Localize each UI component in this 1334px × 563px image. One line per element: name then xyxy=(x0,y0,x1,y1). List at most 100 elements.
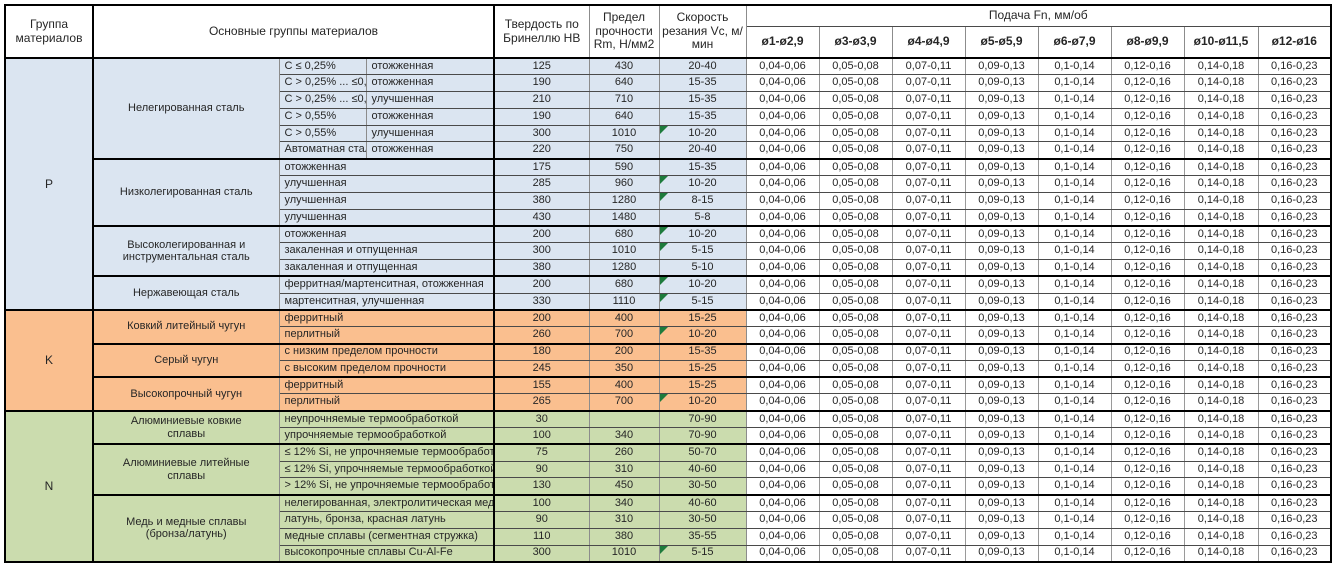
feed-value: 0,12-0,16 xyxy=(1110,493,1185,513)
feed-value: 0,07-0,11 xyxy=(891,224,966,244)
table-row: ≤ 12% Si, упрочняемые термообработкой 90 3… xyxy=(5,460,1332,479)
material-description: мартенситная, улучшенная xyxy=(278,292,495,311)
feed-value: 0,04-0,06 xyxy=(745,292,820,311)
vc-cell: 40-60 xyxy=(658,460,747,479)
rm-value: 1010 xyxy=(588,242,660,261)
material-block-name: Высокопрочный чугун xyxy=(92,376,280,412)
feed-value: 0,16-0,23 xyxy=(1257,477,1332,496)
vc-cell: 10-20 xyxy=(658,393,747,412)
feed-value: 0,05-0,08 xyxy=(818,443,893,462)
rm-value: 450 xyxy=(588,477,660,496)
feed-value: 0,04-0,06 xyxy=(745,544,820,563)
rm-value: 310 xyxy=(588,511,660,529)
vc-value: 30-50 xyxy=(688,513,717,526)
cutting-parameters-table: Группа материалов Основные группы матери… xyxy=(4,4,1333,563)
feed-value: 0,07-0,11 xyxy=(891,175,966,193)
vc-cell: 5-15 xyxy=(658,242,747,261)
feed-value: 0,12-0,16 xyxy=(1110,342,1185,361)
feed-value: 0,07-0,11 xyxy=(891,544,966,563)
feed-value: 0,07-0,11 xyxy=(891,443,966,462)
feed-value: 0,09-0,13 xyxy=(964,57,1039,76)
feed-value: 0,1-0,14 xyxy=(1037,493,1112,513)
table-row: Алюминиевые литейные сплавы ≤ 12% Si, не … xyxy=(5,443,1332,496)
material-block-name: Алюминиевые литейные сплавы xyxy=(92,443,280,496)
table-row: C > 0,55% улучшенная 300 1010 10-20 0,04-0,06… xyxy=(5,124,1332,143)
hb-value: 245 xyxy=(493,359,590,378)
feed-value: 0,16-0,23 xyxy=(1257,359,1332,378)
vc-value: 10-20 xyxy=(688,177,717,190)
feed-value: 0,09-0,13 xyxy=(964,141,1039,160)
feed-value: 0,16-0,23 xyxy=(1257,544,1332,563)
feed-value: 0,1-0,14 xyxy=(1037,460,1112,479)
feed-value: 0,14-0,18 xyxy=(1183,376,1259,395)
vc-cell: 30-50 xyxy=(658,477,747,496)
feed-value: 0,16-0,23 xyxy=(1257,511,1332,529)
feed-value: 0,12-0,16 xyxy=(1110,208,1185,227)
feed-value: 0,1-0,14 xyxy=(1037,393,1112,412)
table-row: латунь, бронза, красная латунь 90 310 30-50… xyxy=(5,511,1332,529)
col-header-diameter-5: ø6-ø7,9 xyxy=(1037,25,1112,59)
error-indicator-icon xyxy=(660,546,668,554)
table-row: Нержавеющая сталь ферритная/мартенситная,… xyxy=(5,275,1332,311)
material-description: перлитный xyxy=(278,326,495,345)
feed-value: 0,16-0,23 xyxy=(1257,342,1332,361)
hb-value: 100 xyxy=(493,427,590,445)
feed-value: 0,04-0,06 xyxy=(745,175,820,193)
feed-value: 0,05-0,08 xyxy=(818,242,893,261)
col-header-brinell-hardness: Твердость по Бринеллю HB xyxy=(493,4,590,59)
feed-value: 0,16-0,23 xyxy=(1257,57,1332,76)
hb-value: 220 xyxy=(493,141,590,160)
feed-value: 0,04-0,06 xyxy=(745,242,820,261)
feed-value: 0,12-0,16 xyxy=(1110,275,1185,294)
feed-value: 0,16-0,23 xyxy=(1257,259,1332,277)
material-description: улучшенная xyxy=(278,208,495,227)
hb-value: 30 xyxy=(493,409,590,429)
feed-value: 0,14-0,18 xyxy=(1183,242,1259,261)
feed-value: 0,05-0,08 xyxy=(818,393,893,412)
vc-cell: 15-35 xyxy=(658,107,747,126)
feed-value: 0,09-0,13 xyxy=(964,275,1039,294)
feed-value: 0,04-0,06 xyxy=(745,342,820,361)
feed-value: 0,09-0,13 xyxy=(964,359,1039,378)
rm-value: 960 xyxy=(588,175,660,193)
feed-value: 0,07-0,11 xyxy=(891,326,966,345)
vc-value: 15-35 xyxy=(688,76,717,89)
feed-value: 0,04-0,06 xyxy=(745,74,820,93)
feed-value: 0,1-0,14 xyxy=(1037,141,1112,160)
table-row: улучшенная 430 1480 5-8 0,04-0,06 0,05-0,08 0,… xyxy=(5,208,1332,227)
feed-value: 0,12-0,16 xyxy=(1110,409,1185,429)
feed-value: 0,09-0,13 xyxy=(964,493,1039,513)
vc-cell: 10-20 xyxy=(658,275,747,294)
col-header-diameter-8: ø12-ø16 xyxy=(1257,25,1332,59)
feed-value: 0,16-0,23 xyxy=(1257,376,1332,395)
feed-value: 0,07-0,11 xyxy=(891,342,966,361)
feed-value: 0,1-0,14 xyxy=(1037,275,1112,294)
vc-value: 40-60 xyxy=(688,462,717,475)
vc-value: 5-15 xyxy=(691,244,714,257)
table-row: перлитный 260 700 10-20 0,04-0,06 0,05-0,08 0,… xyxy=(5,326,1332,345)
feed-value: 0,05-0,08 xyxy=(818,493,893,513)
rm-value: 1010 xyxy=(588,124,660,143)
vc-cell: 50-70 xyxy=(658,443,747,462)
feed-value: 0,07-0,11 xyxy=(891,259,966,277)
group-letter-K: K xyxy=(4,308,94,412)
rm-value: 340 xyxy=(588,427,660,445)
hb-value: 200 xyxy=(493,224,590,244)
feed-value: 0,12-0,16 xyxy=(1110,427,1185,445)
feed-value: 0,07-0,11 xyxy=(891,124,966,143)
feed-value: 0,05-0,08 xyxy=(818,477,893,496)
feed-value: 0,09-0,13 xyxy=(964,224,1039,244)
feed-value: 0,09-0,13 xyxy=(964,208,1039,227)
hb-value: 300 xyxy=(493,544,590,563)
vc-value: 15-35 xyxy=(688,160,717,173)
table-row: N Алюминиевые ковкие сплавы неупрочняемые … xyxy=(4,409,1332,563)
feed-value: 0,16-0,23 xyxy=(1257,393,1332,412)
vc-cell: 8-15 xyxy=(658,191,747,210)
material-block-name: Ковкий литейный чугун xyxy=(92,308,280,345)
vc-value: 30-50 xyxy=(688,479,717,492)
feed-value: 0,04-0,06 xyxy=(745,460,820,479)
feed-value: 0,12-0,16 xyxy=(1110,224,1185,244)
error-indicator-icon xyxy=(660,278,668,286)
col-header-cutting-speed: Скорость резания Vc, м/мин xyxy=(658,4,747,59)
feed-value: 0,04-0,06 xyxy=(745,409,820,429)
